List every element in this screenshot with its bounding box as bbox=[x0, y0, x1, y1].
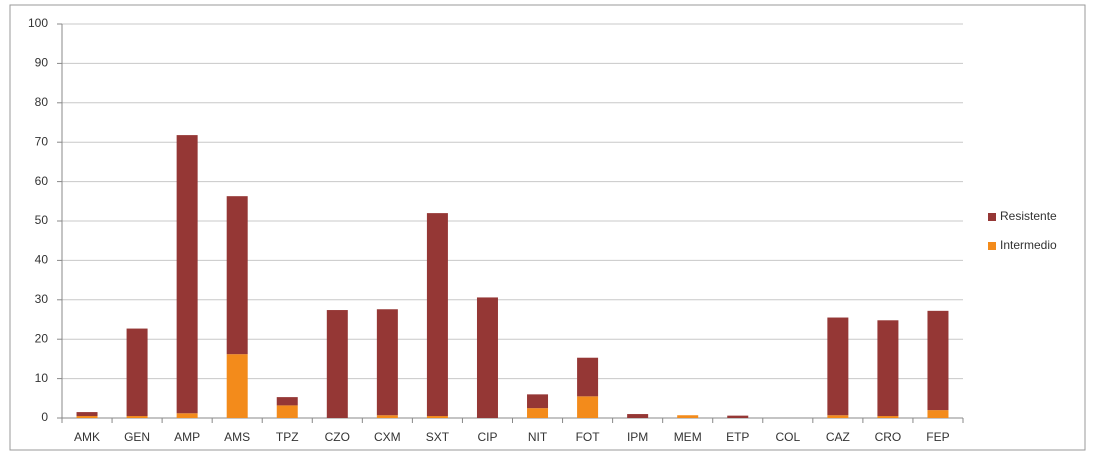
x-tick-label: FOT bbox=[576, 430, 601, 444]
x-tick-label: FEP bbox=[926, 430, 949, 444]
y-tick-label: 50 bbox=[35, 213, 49, 227]
bar-segment bbox=[376, 415, 398, 418]
x-tick-label: CXM bbox=[374, 430, 401, 444]
bar-segment bbox=[76, 412, 98, 417]
bar-segment bbox=[426, 213, 448, 417]
y-tick-label: 30 bbox=[35, 292, 49, 306]
legend-swatch bbox=[988, 242, 996, 250]
y-tick-label: 40 bbox=[35, 253, 49, 267]
bar-segment bbox=[276, 397, 298, 406]
bar-segment bbox=[927, 310, 949, 411]
x-tick-label: IPM bbox=[627, 430, 648, 444]
bar-segment bbox=[176, 135, 198, 414]
x-tick-label: SXT bbox=[426, 430, 450, 444]
bar-segment bbox=[426, 416, 448, 418]
bar-segment bbox=[827, 317, 849, 416]
y-tick-label: 90 bbox=[35, 56, 49, 70]
x-tick-label: COL bbox=[775, 430, 800, 444]
bar-segment bbox=[226, 196, 248, 355]
y-tick-label: 20 bbox=[35, 331, 49, 345]
x-tick-label: ETP bbox=[726, 430, 749, 444]
legend-label: Intermedio bbox=[1000, 238, 1057, 252]
bar-segment bbox=[577, 357, 599, 397]
y-tick-label: 10 bbox=[35, 371, 49, 385]
bar-segment bbox=[176, 413, 198, 418]
x-tick-label: CIP bbox=[477, 430, 497, 444]
bar-segment bbox=[527, 394, 549, 409]
x-tick-label: CRO bbox=[875, 430, 902, 444]
y-tick-label: 100 bbox=[28, 16, 48, 30]
bar-segment bbox=[326, 310, 348, 418]
bar-segment bbox=[877, 416, 899, 418]
bar-segment bbox=[877, 320, 899, 417]
bar-segment bbox=[727, 415, 749, 418]
x-tick-label: CAZ bbox=[826, 430, 850, 444]
y-tick-label: 60 bbox=[35, 174, 49, 188]
chart-frame bbox=[9, 4, 1086, 451]
bar-segment bbox=[376, 309, 398, 416]
x-tick-label: MEM bbox=[674, 430, 702, 444]
x-tick-label: AMK bbox=[74, 430, 100, 444]
bar-segment bbox=[927, 410, 949, 418]
x-tick-label: AMS bbox=[224, 430, 250, 444]
x-tick-label: AMP bbox=[174, 430, 200, 444]
legend-label: Resistente bbox=[1000, 209, 1057, 223]
x-tick-label: NIT bbox=[528, 430, 548, 444]
bar-segment bbox=[126, 416, 148, 418]
bar-segment bbox=[276, 405, 298, 418]
bar-segment bbox=[677, 415, 699, 418]
x-tick-label: GEN bbox=[124, 430, 150, 444]
bar-segment bbox=[627, 414, 649, 418]
x-tick-label: TPZ bbox=[276, 430, 299, 444]
bar-segment bbox=[577, 396, 599, 418]
bar-segment bbox=[827, 415, 849, 418]
y-tick-label: 70 bbox=[35, 134, 49, 148]
y-tick-label: 80 bbox=[35, 95, 49, 109]
x-tick-label: CZO bbox=[325, 430, 350, 444]
bar-segment bbox=[126, 328, 148, 417]
bar-segment bbox=[476, 297, 498, 418]
bar-segment bbox=[226, 354, 248, 418]
y-tick-label: 0 bbox=[41, 410, 48, 424]
legend-swatch bbox=[988, 213, 996, 221]
bar-segment bbox=[76, 416, 98, 418]
bar-segment bbox=[527, 408, 549, 418]
